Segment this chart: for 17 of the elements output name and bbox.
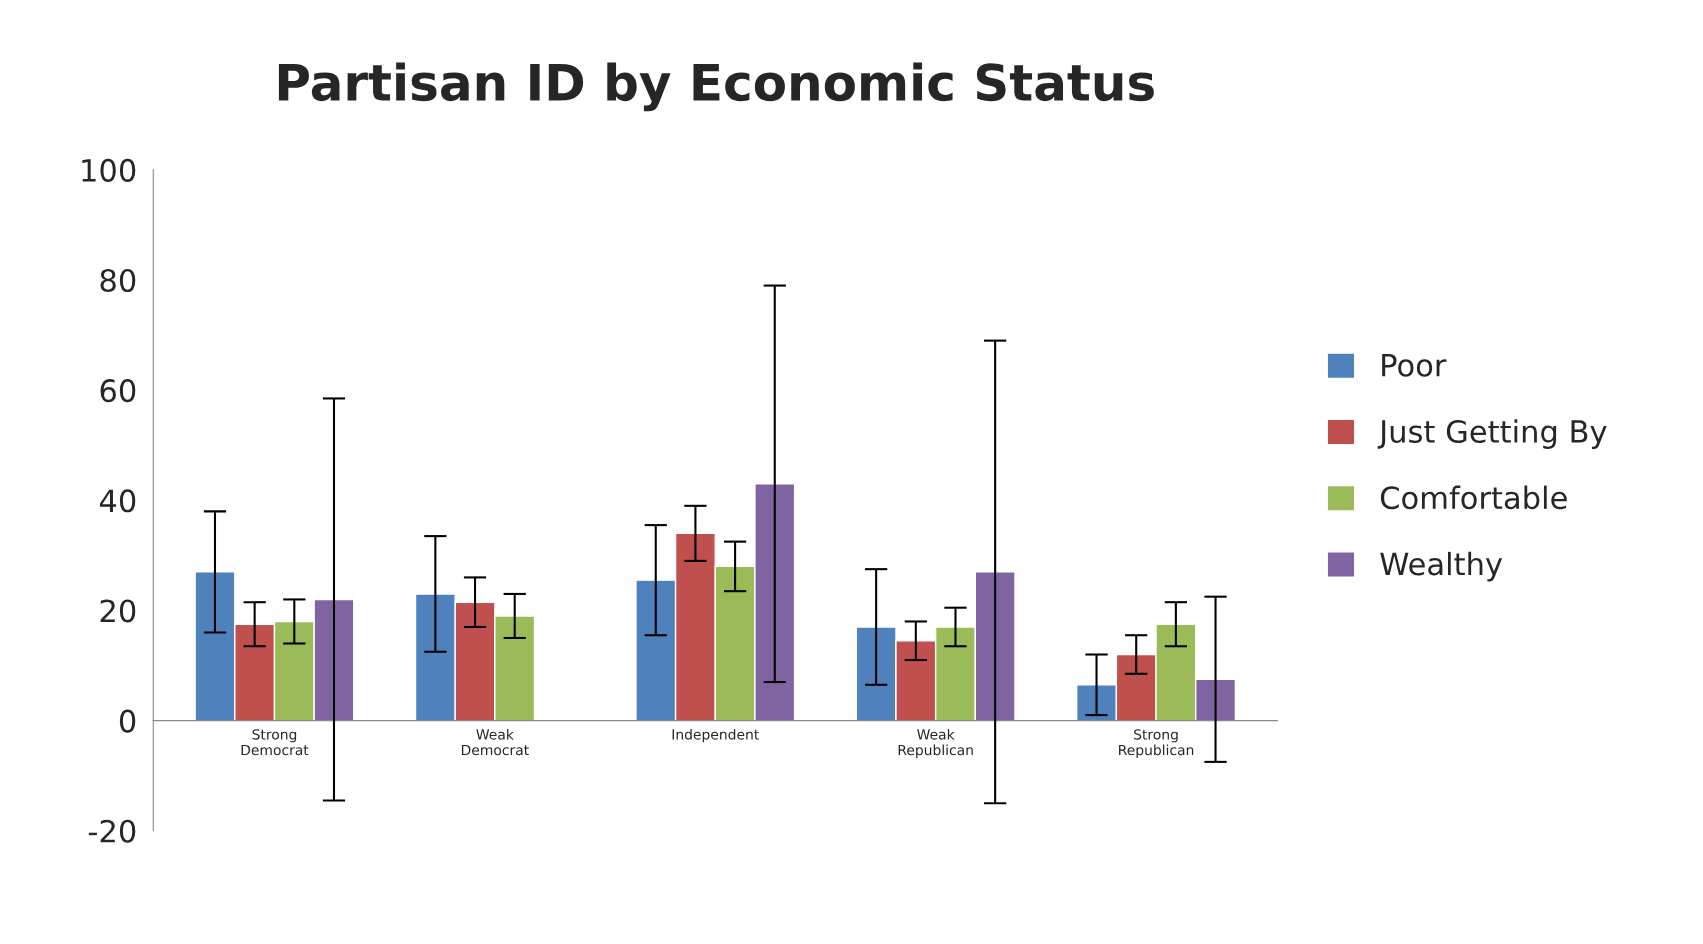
y-tick-label: 60: [100, 379, 136, 403]
y-tick-label: 40: [99, 489, 136, 513]
y-tick-label: 80: [100, 268, 136, 293]
legend-label: Comfortable: [1380, 485, 1567, 510]
y-tick-label: 0: [119, 709, 136, 733]
x-tick-label: Strong Democrat: [241, 729, 309, 756]
y-tick-label: 20: [100, 599, 136, 623]
x-tick-label: Independent: [672, 728, 759, 743]
y-tick-label: 100: [82, 158, 136, 182]
x-tick-label: Weak Democrat: [461, 728, 529, 756]
y-tick-label: -20: [88, 819, 136, 843]
legend-label: Just Getting By: [1377, 419, 1607, 449]
legend-label: Wealthy: [1380, 551, 1503, 582]
chart-title: Partisan ID by Economic Status: [278, 62, 1154, 112]
x-tick-label: Weak Republican: [898, 728, 973, 758]
legend-label: Poor: [1382, 354, 1447, 377]
x-tick-label: Strong Republican: [1119, 729, 1194, 758]
